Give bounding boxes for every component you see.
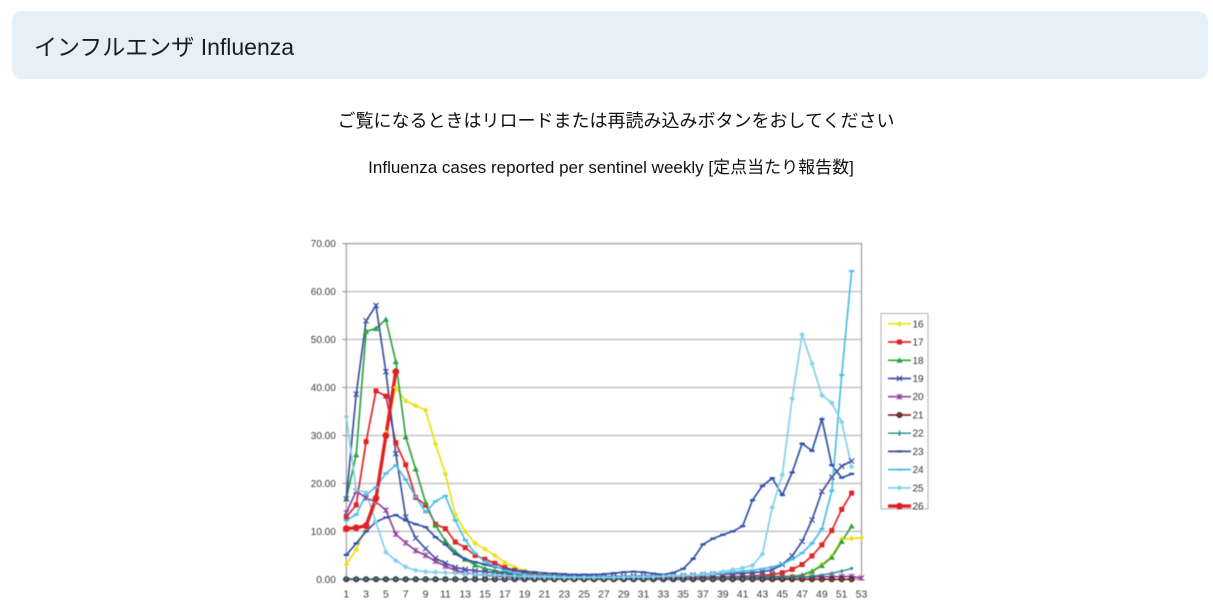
svg-text:23: 23	[558, 588, 570, 600]
svg-text:20: 20	[913, 392, 925, 403]
svg-text:45: 45	[776, 588, 788, 600]
svg-text:21: 21	[913, 411, 925, 422]
svg-text:40.00: 40.00	[311, 383, 336, 394]
svg-text:7: 7	[403, 588, 409, 600]
svg-text:19: 19	[519, 588, 531, 600]
svg-text:41: 41	[737, 588, 749, 600]
svg-text:33: 33	[658, 588, 670, 600]
svg-text:17: 17	[499, 588, 511, 600]
svg-text:22: 22	[913, 429, 925, 440]
svg-text:3: 3	[363, 588, 369, 600]
svg-text:51: 51	[836, 588, 848, 600]
svg-text:16: 16	[913, 319, 925, 330]
svg-text:10.00: 10.00	[311, 527, 336, 538]
svg-text:21: 21	[539, 588, 551, 600]
svg-text:20.00: 20.00	[311, 479, 336, 490]
svg-text:13: 13	[459, 588, 471, 600]
svg-text:35: 35	[677, 588, 689, 600]
svg-text:25: 25	[578, 588, 590, 600]
svg-text:30.00: 30.00	[311, 431, 336, 442]
svg-text:23: 23	[913, 447, 925, 458]
svg-text:27: 27	[598, 588, 610, 600]
svg-text:49: 49	[816, 588, 828, 600]
svg-text:43: 43	[757, 588, 769, 600]
svg-text:19: 19	[913, 374, 925, 385]
svg-text:39: 39	[717, 588, 729, 600]
svg-text:70.00: 70.00	[311, 239, 336, 250]
svg-text:0.00: 0.00	[316, 575, 336, 586]
svg-text:5: 5	[383, 588, 389, 600]
svg-text:1: 1	[343, 588, 349, 600]
svg-text:29: 29	[618, 588, 630, 600]
svg-text:18: 18	[913, 356, 925, 367]
svg-text:24: 24	[913, 465, 925, 476]
svg-text:15: 15	[479, 588, 491, 600]
svg-text:53: 53	[856, 588, 868, 600]
svg-text:37: 37	[697, 588, 709, 600]
svg-text:60.00: 60.00	[311, 287, 336, 298]
svg-text:47: 47	[796, 588, 808, 600]
svg-text:50.00: 50.00	[311, 335, 336, 346]
svg-text:31: 31	[638, 588, 650, 600]
svg-text:26: 26	[913, 502, 925, 513]
svg-text:25: 25	[913, 483, 925, 494]
svg-text:9: 9	[423, 588, 429, 600]
svg-text:11: 11	[440, 588, 451, 600]
svg-text:17: 17	[913, 338, 925, 349]
